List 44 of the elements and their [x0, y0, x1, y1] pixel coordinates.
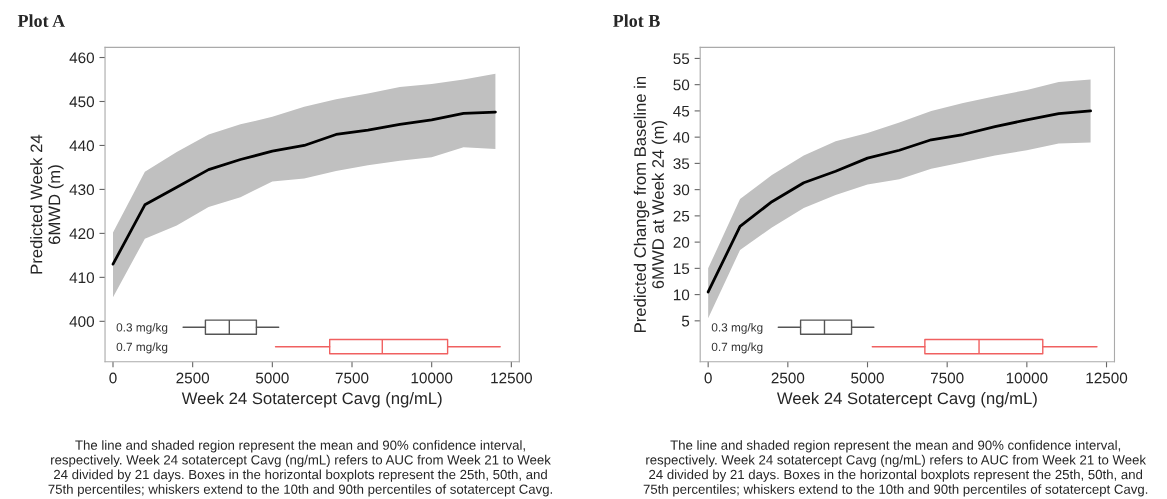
- chart-title: Plot B: [612, 14, 660, 27]
- line-series: [111, 110, 497, 266]
- x-tick-label: 10000: [1006, 372, 1048, 384]
- y-tick-label: 410: [69, 272, 95, 284]
- y-axis-title: Predicted Week 24 6MWD (m): [30, 134, 64, 274]
- x-tick-label: 0: [109, 372, 117, 384]
- y-tick-label: 35: [673, 158, 690, 170]
- y-tick-label: 25: [673, 210, 690, 222]
- x-tick-label: 12500: [491, 372, 532, 384]
- y-tick-label: 5: [681, 315, 690, 327]
- y-tick-label: 0.3 mg/kg: [711, 322, 763, 334]
- y-tick-label: 430: [69, 184, 95, 196]
- x-tick-label: 7500: [335, 372, 369, 384]
- y-tick-label: 420: [69, 228, 95, 240]
- text: The line and shaded region represent the mean and 90% confidence interval, respectively. Week 24 sotatercept Cavg (ng/mL) refers to AUC from Week 21 to Week 24 divided by 21 days. Boxes in the horizontal boxplots represent the 25th, 50th, and 75th percentiles; whiskers extend to the 10th and 90th percentiles of sotatercept Cavg.: [643, 440, 1148, 497]
- x-tick-label: 10000: [411, 372, 453, 384]
- y-tick-label: 440: [69, 140, 95, 152]
- x-axis-title: Week 24 Sotatercept Cavg (ng/mL): [776, 391, 1037, 408]
- y-axis-title: Predicted Change from Baseline in 6MWD at Week 24 (m): [633, 76, 668, 332]
- y-tick-label: 450: [69, 96, 95, 108]
- y-tick-label: 55: [673, 53, 690, 65]
- chart-title: Plot A: [17, 14, 66, 27]
- y-tick-label: 400: [69, 316, 95, 328]
- y-tick-label: 45: [673, 105, 690, 117]
- x-axis-title: Week 24 Sotatercept Cavg (ng/mL): [181, 391, 442, 408]
- y-tick-label: 0.7 mg/kg: [711, 342, 763, 354]
- x-tick-label: 2500: [176, 372, 210, 384]
- line-series: [706, 109, 1092, 294]
- x-tick-label: 2500: [771, 372, 805, 384]
- y-tick-label: 20: [673, 236, 690, 248]
- x-tick-label: 0: [704, 372, 712, 384]
- x-tick-label: 5000: [255, 372, 289, 384]
- y-tick-label: 10: [673, 289, 690, 301]
- y-tick-label: 15: [673, 263, 690, 275]
- x-tick-label: 7500: [930, 372, 964, 384]
- y-tick-label: 0.7 mg/kg: [116, 342, 168, 354]
- y-tick-label: 30: [673, 184, 690, 196]
- x-tick-label: 5000: [851, 372, 884, 384]
- text: The line and shaded region represent the mean and 90% confidence interval, respectively. Week 24 sotatercept Cavg (ng/mL) refers to AUC from Week 21 to Week 24 divided by 21 days. Boxes in the horizontal boxplots represent the 25th, 50th, and 75th percentiles; whiskers extend to the 10th and 90th percentiles of sotatercept Cavg.: [48, 440, 552, 497]
- y-tick-label: 50: [673, 79, 690, 91]
- x-tick-label: 12500: [1086, 372, 1128, 384]
- y-tick-label: 460: [69, 52, 95, 64]
- y-tick-label: 40: [673, 132, 690, 143]
- y-tick-label: 0.3 mg/kg: [116, 322, 168, 334]
